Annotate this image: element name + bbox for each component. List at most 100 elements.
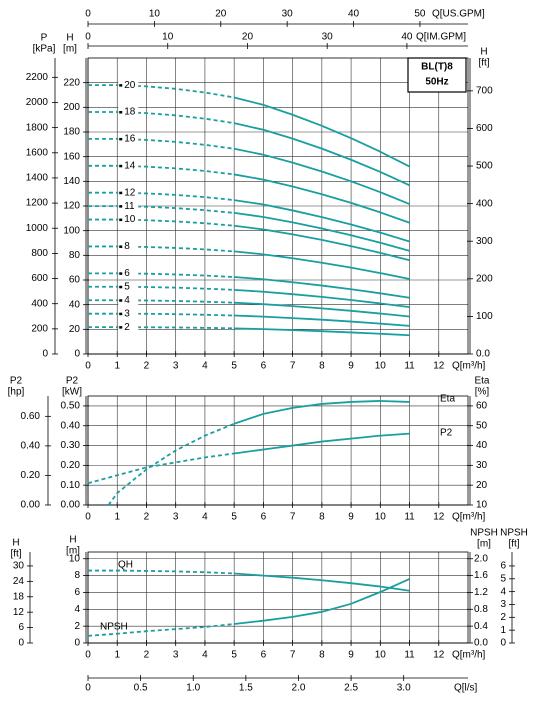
label-bg (118, 322, 139, 333)
curve (88, 138, 235, 150)
curve (88, 569, 235, 575)
tick-label: 1800 (26, 122, 49, 133)
tick-label: 6 (18, 622, 24, 633)
label-marker (119, 191, 123, 195)
curve (88, 84, 235, 99)
label-bg (118, 160, 139, 171)
tick-label: 180 (63, 127, 80, 138)
axis-title: [hp] (8, 387, 25, 398)
label-marker (119, 245, 123, 248)
tick-label: 2 (144, 650, 150, 661)
tick-label: 24 (13, 576, 25, 587)
tick-label: 0.50 (61, 401, 81, 412)
label-marker (119, 285, 123, 289)
curve (234, 578, 410, 625)
tick-label: 12 (433, 361, 445, 372)
tick-label: 0 (18, 638, 24, 649)
tick-label: 0 (500, 638, 506, 649)
tick-label: 50 (414, 9, 426, 20)
tick-label: 0 (74, 638, 80, 649)
tick-label: 5 (500, 573, 506, 584)
tick-label: 3 (173, 361, 179, 372)
tick-label: 3.0 (397, 683, 411, 694)
label-marker (119, 111, 123, 114)
tick-label: 400 (476, 198, 493, 209)
axis-title: P (41, 33, 48, 44)
curve (234, 301, 410, 318)
curve (233, 147, 410, 205)
label-bg (118, 281, 139, 292)
stage-label: 5 (124, 281, 130, 292)
tick-label: 0 (85, 683, 91, 694)
tick-label: 9 (348, 512, 354, 523)
tick-label: 200 (476, 273, 493, 284)
axis-title: [ft] (478, 58, 489, 69)
tick-label: 0.20 (61, 460, 81, 471)
tick-label: 1.0 (186, 683, 200, 694)
tick-label: 1200 (26, 198, 49, 209)
stage-label: 3 (124, 308, 130, 319)
axis-title: [ft] (508, 539, 519, 550)
stage-label: 8 (124, 241, 130, 252)
axis-title: NPSH (500, 528, 528, 539)
tick-label: 4 (500, 586, 506, 597)
tick-label: 0.10 (61, 480, 81, 491)
label-bg (118, 295, 139, 306)
curve (88, 312, 235, 317)
tick-label: 0.4 (474, 621, 488, 632)
stage-label: 18 (124, 107, 136, 118)
tick-label: 8 (319, 650, 325, 661)
tick-label: 11 (404, 512, 415, 523)
tick-label: 0.40 (21, 441, 41, 452)
tick-label: 10 (375, 512, 387, 523)
curve (234, 327, 410, 337)
curve (233, 96, 410, 168)
curve (107, 422, 235, 506)
stage-label: 12 (124, 187, 136, 198)
curve (234, 572, 410, 592)
curve (88, 326, 235, 330)
label-bg (118, 214, 139, 225)
tick-label: 6 (261, 650, 267, 661)
label-marker (119, 326, 123, 329)
label-marker (119, 218, 123, 222)
tick-label: 2.0 (474, 553, 488, 564)
tick-label: 2 (500, 612, 506, 623)
curve (88, 111, 235, 125)
tick-label: 8 (319, 512, 325, 523)
tick-label: 300 (476, 236, 493, 247)
label-marker (119, 312, 123, 316)
tick-label: 1400 (26, 173, 49, 184)
tick-label: 2 (74, 621, 80, 632)
tick-label: 0 (74, 349, 80, 360)
tick-label: 12 (433, 650, 445, 661)
tick-label: 10 (375, 650, 387, 661)
tick-label: 7 (290, 361, 296, 372)
tick-label: 8 (74, 570, 80, 581)
tick-label: 4 (202, 650, 208, 661)
tick-label: 20 (215, 9, 227, 20)
tick-label: 120 (63, 201, 80, 212)
tick-label: 2.5 (344, 683, 358, 694)
label-marker (119, 84, 123, 87)
tick-label: 800 (31, 248, 48, 259)
tick-label: 6 (261, 512, 267, 523)
label-bg (118, 308, 139, 319)
tick-label: 400 (31, 298, 48, 309)
tick-label: 1600 (26, 147, 49, 158)
curve (88, 191, 235, 201)
label-bg (118, 80, 139, 91)
curve (88, 285, 235, 291)
tick-label: 12 (433, 512, 445, 523)
tick-label: 600 (476, 123, 493, 134)
stage-label: 20 (124, 80, 136, 91)
tick-label: 20 (69, 324, 81, 335)
tick-label: 700 (476, 85, 493, 96)
tick-label: 0.20 (21, 470, 41, 481)
tick-label: 6 (500, 561, 506, 572)
tick-label: 2.0 (292, 683, 306, 694)
axis-title: [kW] (62, 387, 82, 398)
stage-label: 2 (124, 322, 130, 333)
tick-label: 1 (500, 625, 506, 636)
curve (88, 272, 235, 278)
